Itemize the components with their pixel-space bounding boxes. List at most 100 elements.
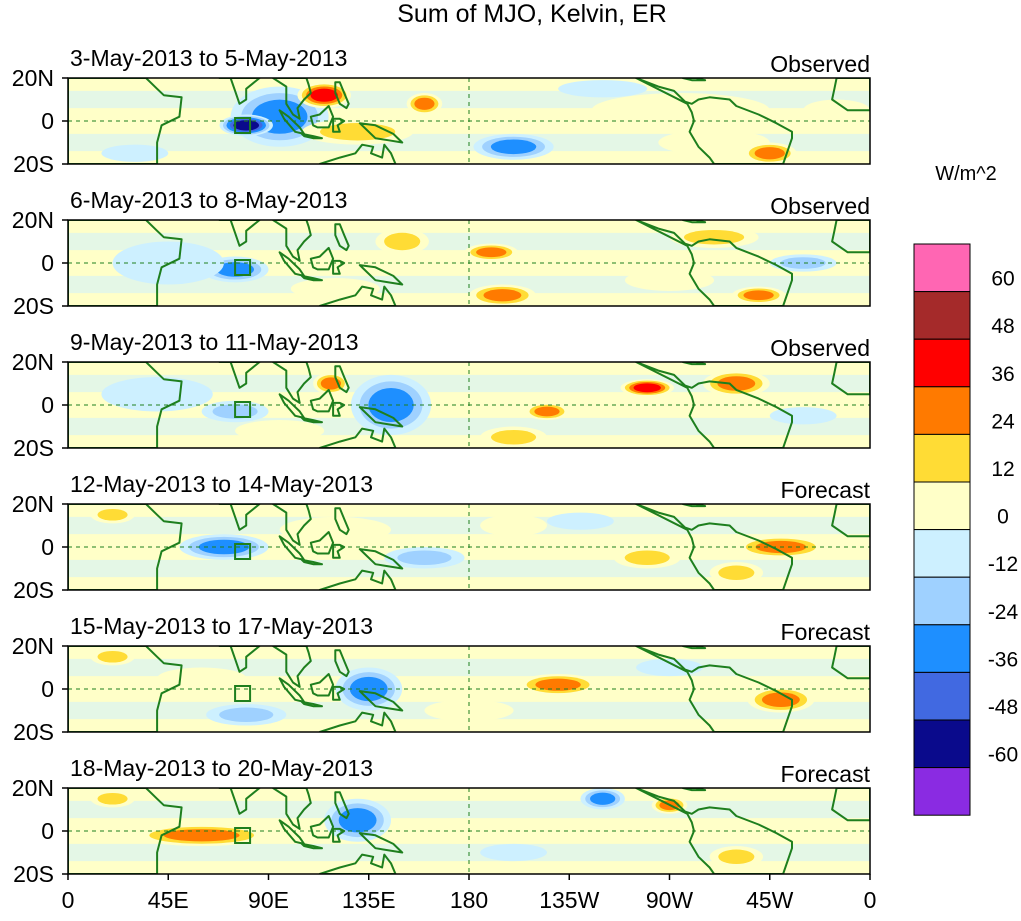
coastline — [309, 388, 335, 413]
colorbar-swatch — [913, 291, 971, 340]
y-tick-label: 0 — [41, 108, 54, 134]
coastline — [681, 78, 707, 82]
panel-kind: Forecast — [781, 761, 871, 787]
contour-blob — [101, 377, 213, 412]
x-tick-label: 45E — [148, 887, 189, 913]
coastline — [218, 504, 261, 531]
y-tick-label: 0 — [41, 818, 54, 844]
contour-blob — [718, 849, 755, 865]
contour-blob — [290, 278, 380, 300]
contour-blob — [558, 80, 648, 98]
colorbar-swatch — [913, 719, 971, 769]
contour-blob — [743, 290, 774, 301]
panel-kind: Observed — [770, 335, 870, 361]
coastline — [332, 117, 346, 133]
colorbar-label: -24 — [988, 601, 1019, 624]
contour-blob — [590, 792, 616, 805]
contour-blob — [535, 678, 581, 691]
coastline — [218, 220, 261, 247]
y-tick-label: 20S — [13, 435, 54, 461]
contour-blob — [633, 383, 661, 393]
map-panel: 20N 0 20S 18-May-2013 to 20-May-2013 Forecas… — [12, 755, 871, 887]
figure-title: Sum of MJO, Kelvin, ER — [397, 0, 667, 28]
coastline — [300, 132, 323, 140]
index-box — [234, 401, 252, 418]
x-tick-label: 135W — [539, 887, 599, 913]
contour-blob — [683, 229, 745, 245]
x-tick-label: 0 — [864, 887, 877, 913]
contour-blob — [534, 406, 560, 417]
x-tick-label: 180 — [450, 887, 488, 913]
colorbar-label: -48 — [988, 696, 1018, 719]
colorbar-swatch — [913, 576, 971, 626]
y-tick-label: 20S — [13, 861, 54, 887]
coastline — [681, 220, 707, 224]
map-panel: 20N 0 20S 12-May-2013 to 14-May-2013 Forecas… — [12, 471, 871, 603]
panel-date-range: 3-May-2013 to 5-May-2013 — [70, 45, 347, 71]
colorbar-label: 12 — [991, 458, 1014, 481]
x-tick-label: 0 — [62, 887, 75, 913]
colorbar-swatch — [913, 767, 971, 816]
y-tick-label: 20S — [13, 577, 54, 603]
contour-blob — [101, 144, 169, 162]
contour-blob — [769, 407, 837, 425]
coastline — [68, 78, 183, 164]
coastline — [272, 646, 312, 688]
coastline — [358, 548, 404, 570]
colorbar-label: 48 — [991, 315, 1014, 338]
contour-blob — [591, 93, 770, 128]
panel-date-range: 18-May-2013 to 20-May-2013 — [70, 755, 373, 781]
coastline — [318, 143, 397, 164]
y-tick-label: 20S — [13, 293, 54, 319]
coastline — [218, 788, 261, 815]
coastline — [300, 274, 323, 282]
coastline — [831, 646, 870, 680]
colorbar-label: 0 — [997, 506, 1009, 529]
coastline — [332, 259, 346, 275]
contour-blob — [414, 97, 435, 110]
index-box — [234, 827, 252, 844]
contour-blob — [546, 512, 614, 530]
colorbar-swatch — [913, 243, 971, 293]
coastline — [318, 427, 397, 448]
y-tick-label: 0 — [41, 392, 54, 418]
contour-blob — [480, 843, 547, 862]
colorbar-label: 60 — [991, 268, 1014, 291]
coastline — [309, 673, 335, 697]
index-box — [234, 117, 252, 134]
colorbar-label: -12 — [988, 553, 1018, 576]
coastline — [309, 531, 335, 555]
coastline — [309, 815, 335, 839]
coastline — [218, 78, 261, 105]
coastline — [358, 832, 404, 854]
map-panel: 20N 0 20S 15-May-2013 to 17-May-2013 Forecas… — [12, 613, 871, 745]
coastline — [681, 362, 707, 366]
coastline — [635, 788, 793, 874]
colorbar-swatch — [913, 338, 971, 388]
coastline — [831, 504, 870, 538]
coastline — [635, 504, 793, 590]
coastline — [681, 788, 707, 792]
panel-kind: Forecast — [781, 619, 871, 645]
contour-blob — [97, 650, 128, 663]
coastline — [831, 788, 870, 822]
coastline — [332, 827, 346, 843]
contour-blob — [397, 550, 452, 566]
panel-date-range: 9-May-2013 to 11-May-2013 — [70, 329, 359, 355]
coastline — [68, 646, 183, 732]
coastline — [831, 220, 870, 254]
contour-blob — [310, 88, 338, 102]
coastline — [218, 646, 261, 673]
coastline — [358, 406, 404, 428]
coastline — [332, 685, 346, 701]
contour-blob — [235, 420, 325, 442]
coastline — [300, 416, 323, 424]
y-tick-label: 20S — [13, 719, 54, 745]
anomaly-field — [68, 220, 870, 306]
x-axis: 0 45E 90E 135E 180 135W 90W 45W 0 — [62, 874, 877, 913]
colorbar-label: -36 — [988, 648, 1018, 671]
coastline — [334, 365, 350, 394]
coastline — [318, 711, 397, 732]
